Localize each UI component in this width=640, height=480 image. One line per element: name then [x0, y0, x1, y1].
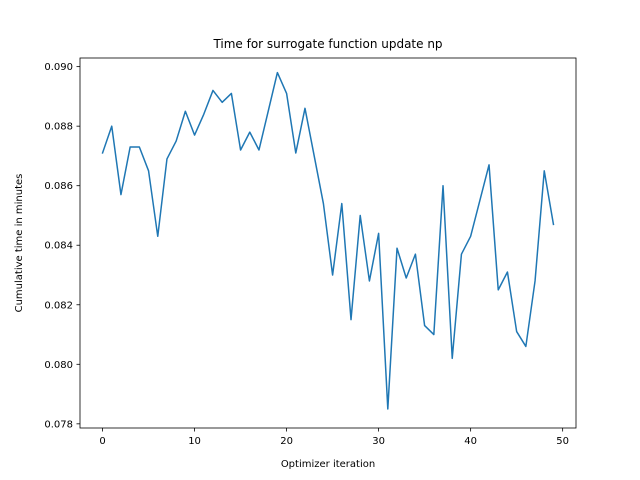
chart-title: Time for surrogate function update np [212, 37, 442, 51]
y-tick-label: 0.082 [44, 300, 73, 311]
x-axis-ticks: 0 10 20 30 40 50 [99, 428, 569, 447]
x-tick-label: 20 [280, 436, 293, 447]
y-tick-label: 0.090 [44, 62, 73, 73]
plot-frame [79, 57, 577, 429]
y-tick-label: 0.088 [44, 122, 73, 133]
series-line [101, 71, 555, 410]
y-tick-label: 0.080 [44, 360, 73, 371]
x-tick-label: 10 [188, 436, 201, 447]
x-axis-label: Optimizer iteration [281, 459, 375, 470]
x-tick-label: 40 [464, 436, 477, 447]
y-axis-label: Cumulative time in minutes [14, 174, 25, 313]
y-tick-label: 0.086 [44, 181, 73, 192]
y-tick-label: 0.078 [44, 419, 73, 430]
x-tick-label: 50 [556, 436, 569, 447]
y-axis-ticks: 0.078 0.080 0.082 0.084 0.086 0.088 0.090 [44, 62, 80, 430]
x-tick-label: 0 [99, 436, 105, 447]
x-tick-label: 30 [372, 436, 385, 447]
y-tick-label: 0.084 [44, 241, 73, 252]
